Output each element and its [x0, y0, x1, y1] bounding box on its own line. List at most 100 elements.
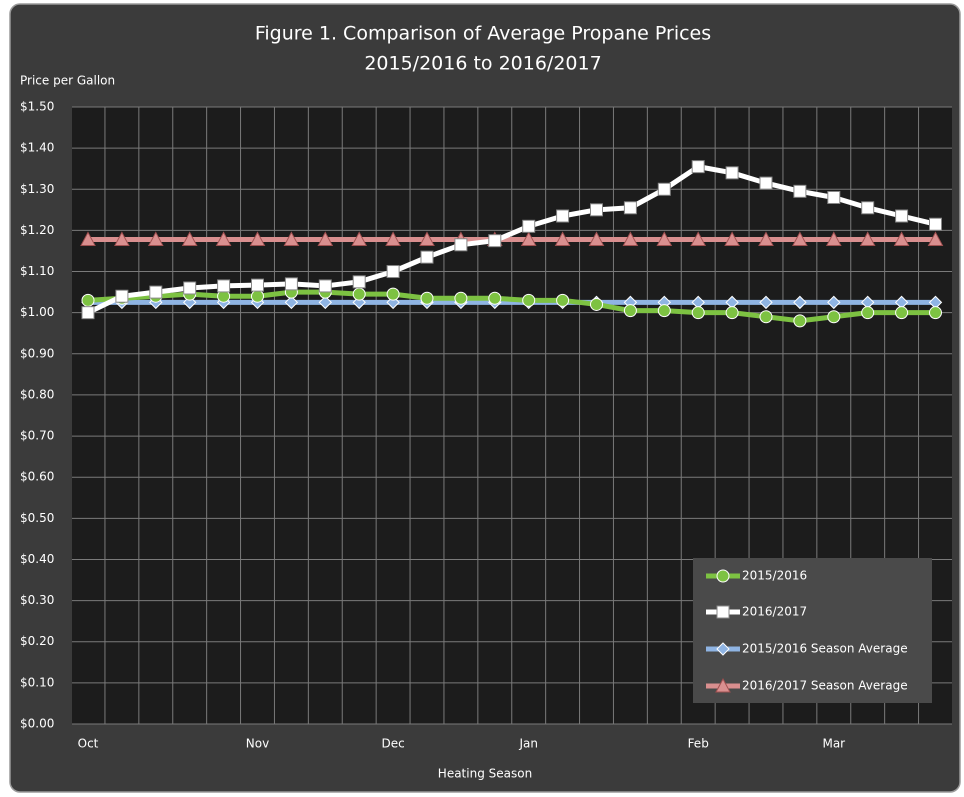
marker [115, 289, 129, 303]
y-tick-label: $0.90 [20, 346, 54, 360]
marker [759, 295, 773, 310]
y-tick-label: $0.60 [20, 470, 54, 484]
marker [351, 231, 368, 246]
marker [623, 201, 637, 215]
marker [690, 231, 707, 246]
marker [420, 250, 434, 264]
marker [657, 182, 671, 196]
marker [386, 287, 400, 301]
y-tick-label: $1.00 [20, 305, 54, 319]
marker [793, 184, 807, 198]
marker [588, 231, 605, 246]
marker [420, 291, 434, 305]
marker [386, 295, 400, 310]
chart-title: Figure 1. Comparison of Average Propane … [255, 23, 711, 45]
marker [590, 203, 603, 217]
marker [251, 278, 264, 292]
marker [590, 297, 603, 311]
marker [283, 231, 300, 246]
marker [759, 310, 773, 324]
marker [724, 231, 740, 246]
marker [317, 231, 334, 246]
y-axis-label: Price per Gallon [20, 74, 115, 88]
marker [352, 287, 366, 301]
marker [725, 306, 739, 320]
marker [284, 295, 299, 310]
marker [657, 304, 671, 318]
marker [386, 265, 400, 279]
marker [284, 277, 298, 291]
x-tick-label: Mar [822, 737, 845, 751]
marker [488, 234, 502, 248]
marker [792, 231, 808, 246]
marker [895, 306, 909, 320]
marker [929, 217, 942, 231]
marker [182, 295, 197, 310]
marker [825, 231, 842, 246]
y-tick-label: $0.40 [20, 552, 54, 566]
marker [522, 293, 536, 307]
x-tick-label: Feb [688, 737, 709, 751]
marker [81, 306, 95, 320]
marker [149, 285, 163, 299]
marker [793, 295, 807, 310]
marker [217, 279, 231, 293]
legend-box [693, 558, 932, 703]
marker [691, 160, 705, 174]
marker [554, 231, 571, 246]
marker [114, 231, 130, 246]
y-tick-label: $0.80 [20, 387, 54, 401]
marker [352, 295, 366, 310]
y-tick-label: $0.30 [20, 593, 54, 607]
marker [522, 219, 536, 233]
marker [758, 231, 774, 246]
marker [249, 231, 266, 246]
marker [691, 306, 705, 320]
marker [859, 231, 876, 246]
legend-marker [716, 605, 730, 619]
legend-label: 2015/2016 [742, 569, 807, 583]
marker [454, 291, 468, 305]
marker [793, 314, 807, 328]
y-tick-label: $1.40 [20, 141, 54, 155]
legend-marker [716, 642, 730, 656]
legend-marker [716, 569, 730, 583]
legend-label: 2016/2017 [742, 605, 807, 619]
y-tick-label: $0.70 [20, 429, 54, 443]
marker [893, 231, 910, 246]
marker [759, 176, 773, 190]
marker [623, 304, 637, 318]
chart-title: 2015/2016 to 2016/2017 [364, 53, 601, 75]
marker [861, 306, 875, 320]
x-tick-label: Nov [246, 737, 269, 751]
y-tick-label: $1.50 [20, 100, 54, 114]
marker [81, 293, 95, 307]
legend-label: 2015/2016 Season Average [742, 642, 908, 656]
marker [318, 279, 332, 293]
marker [622, 231, 639, 246]
marker [181, 231, 198, 246]
x-axis-label: Heating Season [438, 767, 532, 781]
x-tick-label: Jan [518, 737, 538, 751]
y-tick-label: $1.30 [20, 182, 54, 196]
marker [827, 190, 841, 204]
x-tick-label: Dec [381, 737, 404, 751]
marker [80, 231, 96, 246]
y-tick-label: $0.20 [20, 634, 54, 648]
marker [895, 209, 909, 223]
marker [488, 291, 502, 305]
y-tick-label: $0.50 [20, 511, 54, 525]
marker [725, 166, 739, 180]
marker [929, 306, 942, 320]
legend-marker [715, 677, 731, 693]
legend-label: 2016/2017 Season Average [742, 679, 908, 693]
marker [385, 231, 401, 246]
marker [352, 275, 366, 289]
marker [215, 231, 232, 246]
marker [520, 231, 537, 246]
marker [927, 231, 944, 246]
y-tick-label: $0.00 [20, 717, 54, 731]
y-tick-label: $1.20 [20, 223, 54, 237]
marker [454, 238, 468, 252]
